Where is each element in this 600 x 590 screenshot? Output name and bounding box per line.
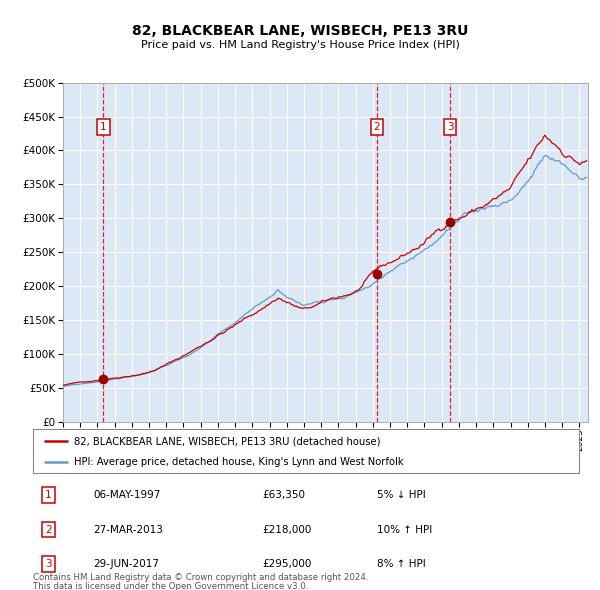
Text: 2: 2: [45, 525, 52, 535]
Text: 8% ↑ HPI: 8% ↑ HPI: [377, 559, 426, 569]
Text: 3: 3: [45, 559, 52, 569]
Text: 06-MAY-1997: 06-MAY-1997: [93, 490, 160, 500]
Text: HPI: Average price, detached house, King's Lynn and West Norfolk: HPI: Average price, detached house, King…: [74, 457, 404, 467]
Text: £218,000: £218,000: [262, 525, 311, 535]
Text: 29-JUN-2017: 29-JUN-2017: [93, 559, 159, 569]
Text: This data is licensed under the Open Government Licence v3.0.: This data is licensed under the Open Gov…: [33, 582, 308, 590]
Text: £63,350: £63,350: [262, 490, 305, 500]
Text: £295,000: £295,000: [262, 559, 311, 569]
Text: 82, BLACKBEAR LANE, WISBECH, PE13 3RU (detached house): 82, BLACKBEAR LANE, WISBECH, PE13 3RU (d…: [74, 437, 380, 446]
Text: 3: 3: [447, 122, 454, 132]
Text: 27-MAR-2013: 27-MAR-2013: [93, 525, 163, 535]
Text: 2: 2: [373, 122, 380, 132]
Text: 1: 1: [100, 122, 107, 132]
Text: Price paid vs. HM Land Registry's House Price Index (HPI): Price paid vs. HM Land Registry's House …: [140, 40, 460, 50]
Text: 10% ↑ HPI: 10% ↑ HPI: [377, 525, 432, 535]
Text: Contains HM Land Registry data © Crown copyright and database right 2024.: Contains HM Land Registry data © Crown c…: [33, 573, 368, 582]
Text: 82, BLACKBEAR LANE, WISBECH, PE13 3RU: 82, BLACKBEAR LANE, WISBECH, PE13 3RU: [132, 24, 468, 38]
Text: 1: 1: [45, 490, 52, 500]
Text: 5% ↓ HPI: 5% ↓ HPI: [377, 490, 426, 500]
